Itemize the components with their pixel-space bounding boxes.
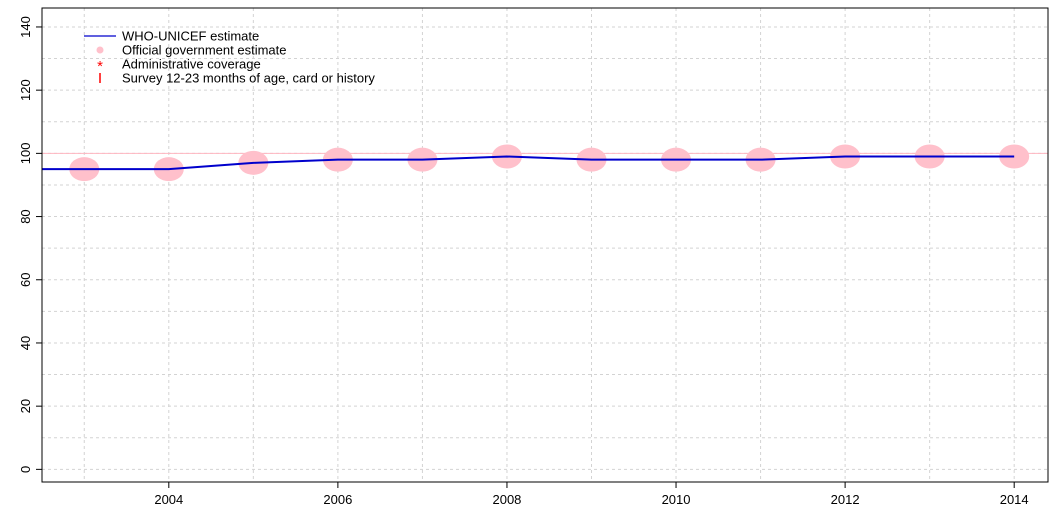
legend-asterisk-icon: * xyxy=(97,58,103,75)
x-tick-label: 2012 xyxy=(831,492,860,507)
x-tick-label: 2010 xyxy=(662,492,691,507)
grid xyxy=(42,8,1048,482)
x-tick-label: 2014 xyxy=(1000,492,1029,507)
who-unicef-line xyxy=(42,155,1015,171)
axes: 2004 2006 2008 2010 2012 2014 0 20 40 60 80 100 120 1… xyxy=(18,16,1029,507)
y-tick-label: 120 xyxy=(18,79,33,101)
plot-frame xyxy=(41,7,1049,483)
y-tick-label: 0 xyxy=(18,466,33,473)
legend-dot-icon xyxy=(96,46,104,54)
x-tick-label: 2006 xyxy=(323,492,352,507)
series-group xyxy=(42,144,1030,182)
y-tick-label: 140 xyxy=(18,16,33,38)
legend-label: Administrative coverage xyxy=(122,57,261,72)
y-tick-label: 40 xyxy=(18,336,33,350)
legend-label: Survey 12-23 months of age, card or hist… xyxy=(122,71,375,86)
y-tick-label: 100 xyxy=(18,143,33,165)
x-tick-label: 2004 xyxy=(154,492,183,507)
y-tick-label: 80 xyxy=(18,209,33,223)
y-tick-label: 20 xyxy=(18,399,33,413)
legend-label: Official government estimate xyxy=(122,43,287,58)
legend-label: WHO-UNICEF estimate xyxy=(122,29,259,44)
y-tick-label: 60 xyxy=(18,273,33,287)
x-tick-label: 2008 xyxy=(492,492,521,507)
